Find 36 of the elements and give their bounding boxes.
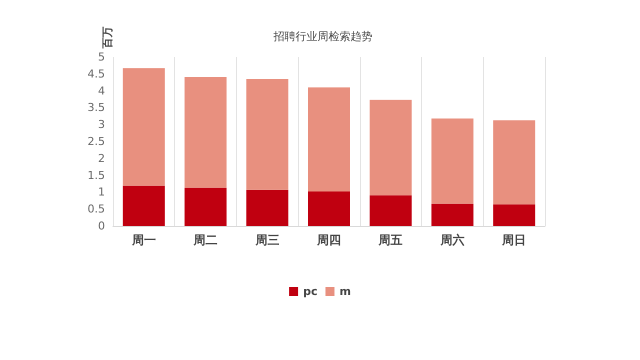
chart-title: 招聘行业周检索趋势 [272,30,372,43]
bar [370,195,412,226]
bar [493,120,536,204]
bar [122,68,165,186]
x-tick-label: 周一 [130,233,156,247]
bar [246,190,288,226]
y-tick-label: 4.5 [88,67,105,80]
legend-label: m [339,285,351,298]
y-tick-label: 1.5 [88,168,105,182]
legend-label: pc [303,285,318,298]
bar [308,192,350,226]
x-tick-label: 周三 [254,233,280,247]
y-tick-label: 5 [98,50,105,64]
bar [184,76,227,188]
x-tick-label: 周日 [501,233,526,247]
bar [493,204,536,226]
bar [308,87,350,192]
bar [431,204,474,226]
y-tick-label: 3.5 [88,101,105,114]
y-tick-label: 3 [98,118,105,132]
y-tick-label: 0 [98,220,105,232]
y-axis-title: 百万 [101,26,114,50]
x-tick-label: 周二 [192,233,218,247]
x-tick-label: 周五 [378,233,403,247]
bar [184,188,227,226]
y-tick-label: 4 [98,84,105,98]
y-tick-label: 2 [98,152,105,165]
y-tick-label: 0.5 [88,202,105,216]
x-tick-label: 周四 [316,233,341,247]
bar [370,100,412,196]
y-tick-label: 1 [98,186,105,199]
bar [122,186,165,226]
y-tick-label: 2.5 [88,135,105,148]
x-tick-label: 周六 [439,233,464,247]
bar [431,118,474,204]
bar [246,78,288,190]
